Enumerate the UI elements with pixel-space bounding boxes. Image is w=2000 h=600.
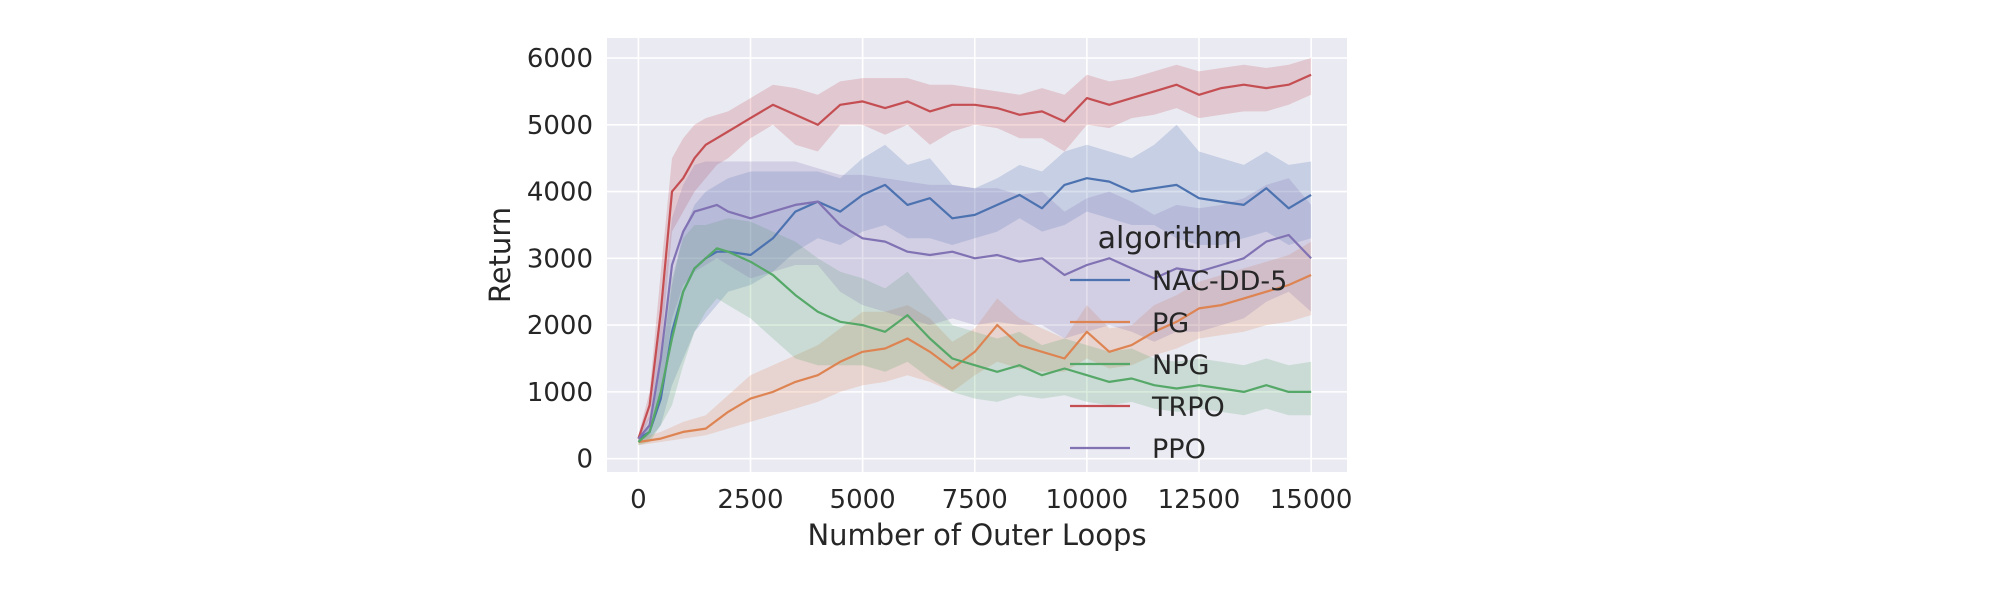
y-tick-label: 0: [576, 445, 593, 475]
x-tick-label: 2500: [717, 485, 783, 515]
y-axis-label: Return: [483, 207, 517, 303]
y-tick-label: 5000: [527, 111, 593, 141]
series-lines: [637, 73, 1312, 444]
x-tick-label: 5000: [830, 485, 896, 515]
x-tick-label: 10000: [1046, 485, 1129, 515]
y-tick-labels: 0 1000 2000 3000 4000 5000 6000: [527, 44, 593, 475]
x-axis-label: Number of Outer Loops: [807, 518, 1146, 552]
y-tick-label: 3000: [527, 244, 593, 274]
plot-area: [607, 38, 1347, 472]
line-ppo: [637, 200, 1312, 440]
y-tick-label: 4000: [527, 178, 593, 208]
legend-label-trpo: TRPO: [1151, 392, 1225, 423]
legend-label-nac-dd-5: NAC-DD-5: [1152, 266, 1287, 297]
x-tick-label: 0: [630, 485, 647, 515]
legend: algorithm NAC-DD-5 PG NPG TRPO PPO: [1070, 221, 1287, 465]
x-tick-label: 7500: [942, 485, 1008, 515]
line-pg: [638, 273, 1312, 444]
x-tick-label: 12500: [1158, 485, 1241, 515]
y-tick-label: 2000: [527, 311, 593, 341]
y-tick-label: 1000: [527, 378, 593, 408]
band-pg: [638, 241, 1312, 446]
legend-title: algorithm: [1098, 221, 1243, 256]
band-trpo: [638, 58, 1312, 442]
band-ppo: [638, 161, 1312, 442]
legend-label-pg: PG: [1152, 308, 1189, 339]
y-tick-label: 6000: [527, 44, 593, 74]
line-npg: [637, 247, 1312, 443]
x-tick-label: 15000: [1270, 485, 1353, 515]
line-trpo: [637, 73, 1312, 439]
band-npg: [638, 218, 1312, 446]
legend-label-ppo: PPO: [1152, 434, 1206, 465]
x-tick-labels: 0 2500 5000 7500 10000 12500 15000: [630, 485, 1352, 515]
legend-label-npg: NPG: [1152, 350, 1209, 381]
